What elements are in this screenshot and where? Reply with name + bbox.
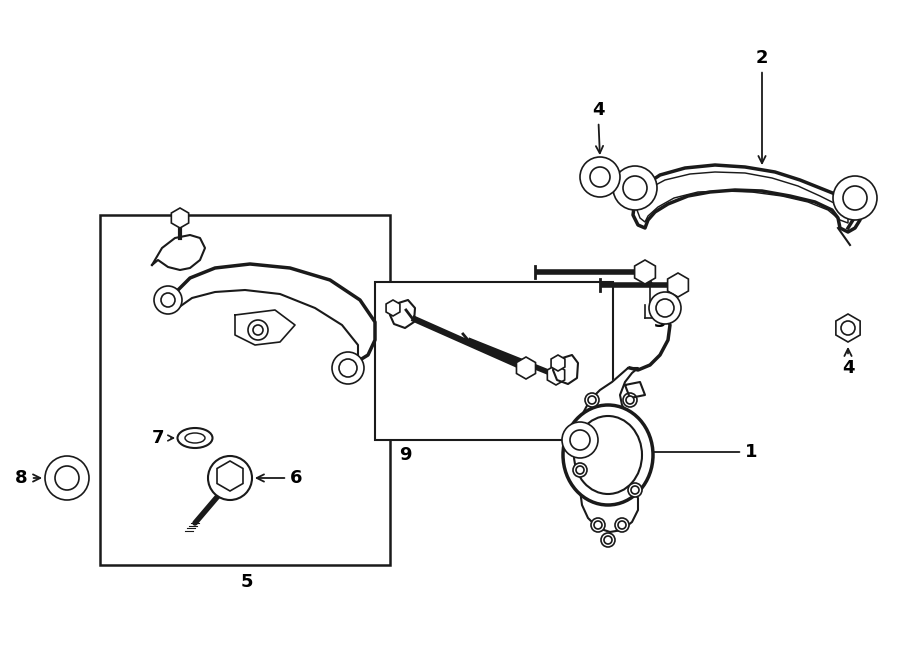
- Ellipse shape: [177, 428, 212, 448]
- Circle shape: [562, 422, 598, 458]
- Circle shape: [623, 176, 647, 200]
- Polygon shape: [152, 235, 205, 270]
- Circle shape: [332, 352, 364, 384]
- Circle shape: [841, 321, 855, 335]
- Circle shape: [626, 396, 634, 404]
- Circle shape: [208, 456, 252, 500]
- Polygon shape: [171, 208, 189, 228]
- Circle shape: [631, 486, 639, 494]
- Circle shape: [154, 286, 182, 314]
- Text: 1: 1: [644, 443, 758, 461]
- Circle shape: [618, 521, 626, 529]
- Circle shape: [339, 359, 357, 377]
- Circle shape: [623, 393, 637, 407]
- Circle shape: [55, 466, 79, 490]
- Circle shape: [585, 393, 599, 407]
- Circle shape: [588, 396, 596, 404]
- Polygon shape: [235, 310, 295, 345]
- Polygon shape: [217, 461, 243, 491]
- Polygon shape: [390, 300, 415, 328]
- Text: 7: 7: [152, 429, 164, 447]
- Polygon shape: [836, 314, 860, 342]
- Circle shape: [843, 186, 867, 210]
- Circle shape: [601, 533, 615, 547]
- Polygon shape: [547, 365, 564, 385]
- Circle shape: [656, 299, 674, 317]
- Circle shape: [591, 518, 605, 532]
- Polygon shape: [517, 357, 535, 379]
- Text: 9: 9: [399, 446, 411, 464]
- Circle shape: [649, 292, 681, 324]
- Circle shape: [161, 293, 175, 307]
- Circle shape: [576, 466, 584, 474]
- Polygon shape: [633, 165, 860, 232]
- Text: 8: 8: [15, 469, 40, 487]
- Polygon shape: [386, 300, 400, 316]
- Bar: [100, 215, 390, 565]
- Text: 4: 4: [592, 101, 604, 153]
- Circle shape: [45, 456, 89, 500]
- Polygon shape: [625, 382, 645, 398]
- Circle shape: [615, 518, 629, 532]
- Circle shape: [604, 536, 612, 544]
- Circle shape: [594, 521, 602, 529]
- Polygon shape: [668, 273, 688, 297]
- Circle shape: [570, 430, 590, 450]
- Polygon shape: [551, 355, 565, 371]
- Polygon shape: [553, 355, 578, 384]
- Ellipse shape: [563, 405, 653, 505]
- Polygon shape: [580, 368, 638, 532]
- Text: 4: 4: [842, 349, 854, 377]
- Circle shape: [628, 483, 642, 497]
- Text: 5: 5: [241, 573, 253, 591]
- Polygon shape: [634, 260, 655, 284]
- Circle shape: [580, 157, 620, 197]
- Circle shape: [573, 463, 587, 477]
- Text: 6: 6: [256, 469, 302, 487]
- Circle shape: [590, 167, 610, 187]
- Text: 2: 2: [756, 49, 769, 164]
- Text: 3: 3: [653, 313, 666, 331]
- Circle shape: [833, 176, 877, 220]
- Circle shape: [248, 320, 268, 340]
- Bar: [375, 282, 613, 440]
- Circle shape: [253, 325, 263, 335]
- Circle shape: [613, 166, 657, 210]
